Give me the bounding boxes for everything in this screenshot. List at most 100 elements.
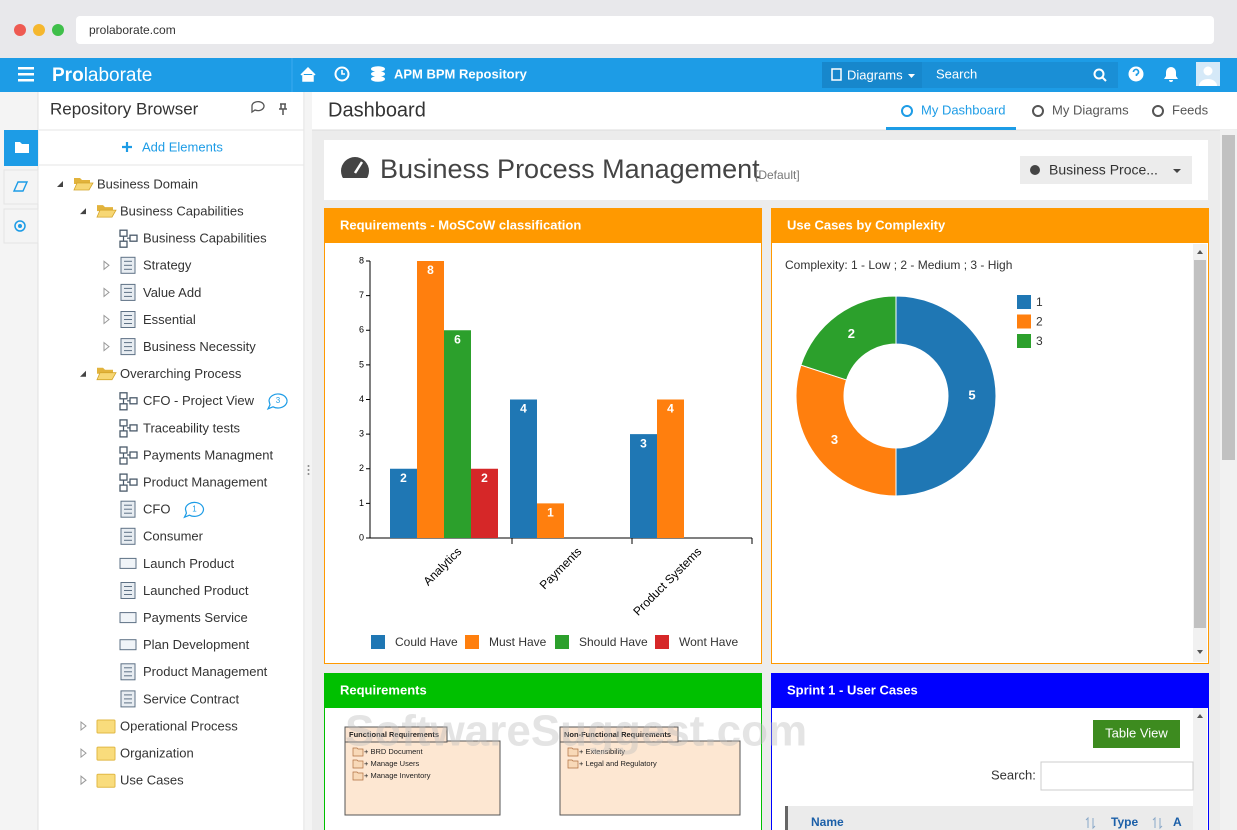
bar[interactable] bbox=[657, 399, 684, 539]
search-label: Search: bbox=[991, 767, 1036, 782]
tree-item[interactable]: Business Capabilities bbox=[120, 204, 244, 219]
bar-value-label: 8 bbox=[427, 263, 434, 277]
expander-closed[interactable] bbox=[103, 314, 110, 325]
bar[interactable] bbox=[537, 503, 564, 538]
window-button[interactable] bbox=[14, 24, 26, 36]
column-header[interactable]: A bbox=[1173, 815, 1182, 829]
target-dot bbox=[18, 224, 22, 228]
tree-item[interactable]: Use Cases bbox=[120, 773, 184, 788]
bell-icon[interactable] bbox=[1164, 67, 1178, 82]
repository-name[interactable]: APM BPM Repository bbox=[394, 66, 528, 81]
search-icon-handle bbox=[1101, 76, 1107, 82]
bar[interactable] bbox=[510, 399, 537, 539]
sidebar-title: Repository Browser bbox=[50, 99, 199, 118]
column-header[interactable]: Type bbox=[1111, 815, 1138, 829]
tree-item[interactable]: Strategy bbox=[143, 258, 192, 273]
column-header[interactable]: Name bbox=[811, 815, 844, 829]
tree-item[interactable]: Payments Managment bbox=[143, 447, 273, 462]
tree-item[interactable]: Overarching Process bbox=[120, 366, 242, 381]
legend-swatch[interactable] bbox=[465, 635, 479, 649]
table: Name Type A bbox=[785, 806, 1193, 830]
diagram-icon-link bbox=[122, 425, 130, 431]
legend-swatch[interactable] bbox=[1017, 334, 1031, 348]
tree-item[interactable]: Operational Process bbox=[120, 718, 238, 733]
widget-title: Sprint 1 - User Cases bbox=[787, 682, 918, 697]
menu-icon[interactable] bbox=[18, 73, 34, 76]
tab[interactable]: Feeds bbox=[1172, 102, 1209, 117]
tree-item[interactable]: Organization bbox=[120, 746, 194, 761]
tree-item[interactable]: Product Management bbox=[143, 664, 268, 679]
tree-item[interactable]: CFO - Project View bbox=[143, 393, 255, 408]
bar[interactable] bbox=[390, 468, 417, 538]
menu-icon[interactable] bbox=[18, 67, 34, 70]
history-icon[interactable] bbox=[334, 66, 350, 82]
tree-item[interactable]: Launched Product bbox=[143, 583, 249, 598]
comment-badge[interactable] bbox=[183, 501, 205, 519]
package-tab bbox=[559, 726, 679, 743]
tree-item[interactable]: Value Add bbox=[143, 285, 201, 300]
expander-closed[interactable] bbox=[80, 775, 87, 786]
dashboard-title: Dashboard bbox=[328, 99, 426, 121]
tree-item[interactable]: Business Necessity bbox=[143, 339, 256, 354]
pin-icon[interactable] bbox=[279, 103, 287, 115]
tree-item[interactable]: Payments Service bbox=[143, 610, 248, 625]
bar[interactable] bbox=[630, 434, 657, 538]
address-bar[interactable] bbox=[76, 16, 1214, 44]
legend-swatch[interactable] bbox=[655, 635, 669, 649]
tree-item[interactable]: Product Management bbox=[143, 475, 268, 490]
tab[interactable]: My Diagrams bbox=[1052, 102, 1129, 117]
page-scrollbar-thumb[interactable] bbox=[1222, 135, 1235, 460]
legend-swatch[interactable] bbox=[371, 635, 385, 649]
search-input[interactable] bbox=[1040, 761, 1194, 791]
tree-item[interactable]: Business Capabilities bbox=[143, 231, 267, 246]
bar[interactable] bbox=[471, 468, 498, 538]
y-tick-label: 6 bbox=[359, 325, 364, 335]
view-dropdown-label: Business Proce... bbox=[1049, 162, 1158, 178]
tree-item[interactable]: Consumer bbox=[143, 529, 204, 544]
tree-item[interactable]: Plan Development bbox=[143, 637, 250, 652]
expander-open[interactable] bbox=[80, 208, 86, 215]
tree-item[interactable]: Service Contract bbox=[143, 691, 239, 706]
view-dropdown[interactable] bbox=[1020, 156, 1192, 184]
expander-open[interactable] bbox=[57, 181, 63, 187]
expander-closed[interactable] bbox=[103, 287, 110, 298]
tree-item[interactable]: Traceability tests bbox=[143, 420, 241, 435]
legend-swatch[interactable] bbox=[1017, 314, 1031, 329]
package-body[interactable] bbox=[344, 740, 501, 816]
comment-count: 1 bbox=[192, 504, 197, 513]
tree-item[interactable]: Business Domain bbox=[97, 176, 198, 191]
bar[interactable] bbox=[444, 330, 471, 538]
diagrams-label[interactable]: Diagrams bbox=[847, 67, 903, 82]
window-button[interactable] bbox=[33, 24, 45, 36]
diagrams-button[interactable] bbox=[822, 62, 922, 88]
legend-swatch[interactable] bbox=[555, 635, 569, 649]
table-view-button[interactable] bbox=[1093, 720, 1180, 748]
bar[interactable] bbox=[417, 261, 444, 538]
icon-bar-item[interactable] bbox=[3, 169, 39, 205]
expander-closed[interactable] bbox=[103, 260, 110, 271]
diagram-icon bbox=[129, 478, 138, 486]
tree-item[interactable]: CFO bbox=[143, 502, 170, 517]
comment-icon[interactable] bbox=[251, 100, 265, 114]
add-elements[interactable]: Add Elements bbox=[142, 139, 223, 154]
legend-swatch[interactable] bbox=[1017, 295, 1031, 309]
menu-icon[interactable] bbox=[18, 79, 34, 82]
tree-item[interactable]: Essential bbox=[143, 312, 196, 327]
package-item: + BRD Document bbox=[364, 747, 423, 756]
search-box[interactable] bbox=[922, 62, 1118, 88]
sort-icon bbox=[1152, 816, 1163, 830]
expander-closed[interactable] bbox=[80, 720, 87, 732]
expander-open[interactable] bbox=[80, 370, 86, 377]
expander-closed[interactable] bbox=[80, 748, 87, 759]
tree-item[interactable]: Launch Product bbox=[143, 556, 234, 571]
comment-badge[interactable] bbox=[266, 393, 288, 410]
tab[interactable]: My Dashboard bbox=[921, 102, 1006, 117]
package-item: + Manage Users bbox=[364, 759, 419, 768]
window-button[interactable] bbox=[52, 24, 64, 36]
pie-slice[interactable] bbox=[800, 295, 897, 381]
widget-scrollbar-thumb[interactable] bbox=[1194, 260, 1206, 628]
pie-slice[interactable] bbox=[895, 295, 997, 497]
expander-closed[interactable] bbox=[103, 341, 110, 352]
pie-slice[interactable] bbox=[795, 364, 897, 497]
home-icon[interactable] bbox=[300, 66, 316, 82]
